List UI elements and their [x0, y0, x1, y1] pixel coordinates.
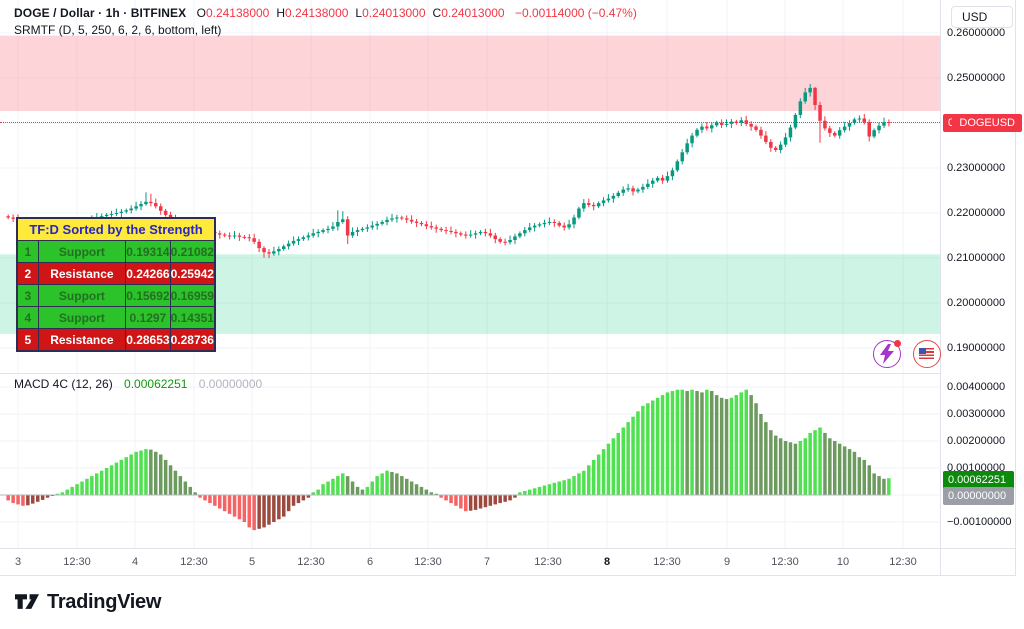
ohlc-key: C	[432, 6, 442, 20]
sr-table-cell: 5	[17, 328, 39, 351]
resistance-zone	[0, 35, 940, 111]
macd-signal-value: 0.00000000	[198, 377, 263, 391]
macd-histogram	[0, 389, 891, 531]
macd-axis-label: 0.00300000	[947, 408, 1006, 420]
sr-table-cell: 0.16959	[169, 284, 216, 307]
tradingview-logo-text: TradingView	[47, 590, 162, 613]
sr-table-cell: 4	[17, 306, 39, 329]
sr-table-cell: Resistance	[37, 328, 127, 351]
price-axis-label: 0.26000000	[947, 27, 1006, 39]
chart-right-border	[1015, 0, 1016, 575]
sr-table-cell: 0.15692	[125, 284, 171, 307]
sr-table-cell: 0.28736	[169, 328, 216, 351]
tradingview-logo-icon	[15, 594, 39, 609]
change-value: −0.00114000 (−0.47%)	[514, 6, 637, 20]
sr-table-cell: 2	[17, 262, 39, 285]
sr-table-cell: 0.24266	[125, 262, 171, 285]
us-flag-icon[interactable]	[913, 340, 941, 368]
sr-table-row: 2 Resistance 0.24266 0.25942	[17, 262, 216, 285]
tradingview-logo[interactable]: TradingView	[14, 590, 161, 614]
price-axis-label: 0.20000000	[947, 297, 1006, 309]
time-axis-label: 7	[483, 555, 491, 568]
price-axis-separator	[940, 0, 941, 575]
time-axis-label: 3	[14, 555, 22, 568]
macd-legend[interactable]: MACD 4C (12, 26) 0.00062251 0.00000000	[14, 377, 262, 391]
ohlc-key: H	[276, 6, 286, 20]
time-axis-divider	[0, 548, 1016, 549]
time-axis-label: 10	[836, 555, 850, 568]
sr-table-cell: 0.21082	[169, 240, 216, 263]
srmtf-indicator-label: SRMTF (D, 5, 250, 6, 2, 6, bottom, left)	[14, 23, 222, 37]
chart-bottom-border	[0, 575, 1016, 576]
ohlc-key: L	[355, 6, 363, 20]
sr-table-cell: 0.14351	[169, 306, 216, 329]
time-axis-label: 4	[131, 555, 139, 568]
macd-name: MACD 4C (12, 26)	[14, 377, 113, 391]
time-axis-label: 12:30	[771, 555, 799, 568]
price-axis-label: 0.25000000	[947, 72, 1006, 84]
symbol-title: DOGE / Dollar · 1h · BITFINEX	[14, 6, 187, 20]
last-price-line	[0, 122, 940, 123]
macd-axis-label: −0.00100000	[947, 516, 1012, 528]
time-axis-label: 12:30	[63, 555, 91, 568]
macd-zero-badge: 0.00000000	[943, 487, 1014, 505]
macd-value: 0.00062251	[124, 377, 188, 391]
ohlc-values: O0.24138000 H0.24138000 L0.24013000 C0.2401…	[190, 6, 505, 20]
sr-table-cell: Support	[37, 306, 127, 329]
sr-table-row: 5 Resistance 0.28653 0.28736	[17, 328, 216, 351]
time-axis-label: 12:30	[889, 555, 917, 568]
macd-value-badge: 0.00062251	[943, 471, 1014, 489]
price-axis-label: 0.19000000	[947, 342, 1006, 354]
macd-chart-canvas[interactable]	[0, 373, 940, 548]
symbol-legend[interactable]: DOGE / Dollar · 1h · BITFINEX O0.2413800…	[14, 6, 637, 20]
ohlc-value: 0.24013000	[441, 6, 505, 20]
notification-dot-icon	[894, 340, 901, 347]
price-axis-label: 0.21000000	[947, 252, 1006, 264]
sr-table-title: TF:D Sorted by the Strength	[17, 218, 215, 241]
sr-table-cell: Support	[37, 284, 127, 307]
time-axis-label: 8	[603, 555, 611, 568]
macd-pane[interactable]: MACD 4C (12, 26) 0.00062251 0.00000000	[0, 373, 940, 548]
macd-axis-label: 0.00400000	[947, 381, 1006, 393]
time-axis-label: 5	[248, 555, 256, 568]
price-axis-label: 0.23000000	[947, 162, 1006, 174]
symbol-price-label: DOGEUSD	[952, 114, 1022, 132]
time-axis-label: 12:30	[414, 555, 442, 568]
price-pane[interactable]: DOGE / Dollar · 1h · BITFINEX O0.2413800…	[0, 0, 941, 373]
support-resistance-table: TF:D Sorted by the Strength 1 Support 0.19…	[16, 217, 216, 352]
time-axis-label: 12:30	[180, 555, 208, 568]
sr-table-cell: Support	[37, 240, 127, 263]
price-axis-label: 0.22000000	[947, 207, 1006, 219]
sr-table-row: 4 Support 0.1297 0.14351	[17, 306, 216, 329]
sr-table-cell: 0.28653	[125, 328, 171, 351]
currency-toggle-button[interactable]: USD	[951, 6, 1013, 28]
ohlc-value: 0.24013000	[362, 6, 426, 20]
sr-table-cell: 3	[17, 284, 39, 307]
time-axis-label: 6	[366, 555, 374, 568]
candles	[6, 83, 891, 258]
macd-axis-label: 0.00200000	[947, 435, 1006, 447]
sr-table-cell: Resistance	[37, 262, 127, 285]
srmtf-indicator-legend[interactable]: SRMTF (D, 5, 250, 6, 2, 6, bottom, left)	[14, 23, 221, 37]
time-axis-label: 12:30	[534, 555, 562, 568]
time-axis-label: 9	[723, 555, 731, 568]
sr-table-cell: 0.1297	[125, 306, 171, 329]
pane-divider[interactable]	[0, 373, 940, 374]
flash-icon[interactable]	[873, 340, 901, 368]
sr-table-row: 1 Support 0.19314 0.21082	[17, 240, 216, 263]
sr-table-row: 3 Support 0.15692 0.16959	[17, 284, 216, 307]
time-axis-label: 12:30	[297, 555, 325, 568]
time-axis-label: 12:30	[653, 555, 681, 568]
ohlc-value: 0.24138000	[285, 6, 349, 20]
sr-table-cell: 0.19314	[125, 240, 171, 263]
ohlc-value: 0.24138000	[205, 6, 270, 20]
sr-table-cell: 0.25942	[169, 262, 216, 285]
ohlc-key: O	[196, 6, 206, 20]
price-axis[interactable]: USD 0.26000000 0.25000000 0.23000000 0.2200…	[941, 0, 1016, 575]
time-axis[interactable]: 3 12:30 4 12:30 5 12:30 6 12:30 7 12:30 8 12:30 9 12:…	[0, 548, 1016, 575]
price-chart-canvas[interactable]	[0, 0, 940, 373]
sr-table-cell: 1	[17, 240, 39, 263]
